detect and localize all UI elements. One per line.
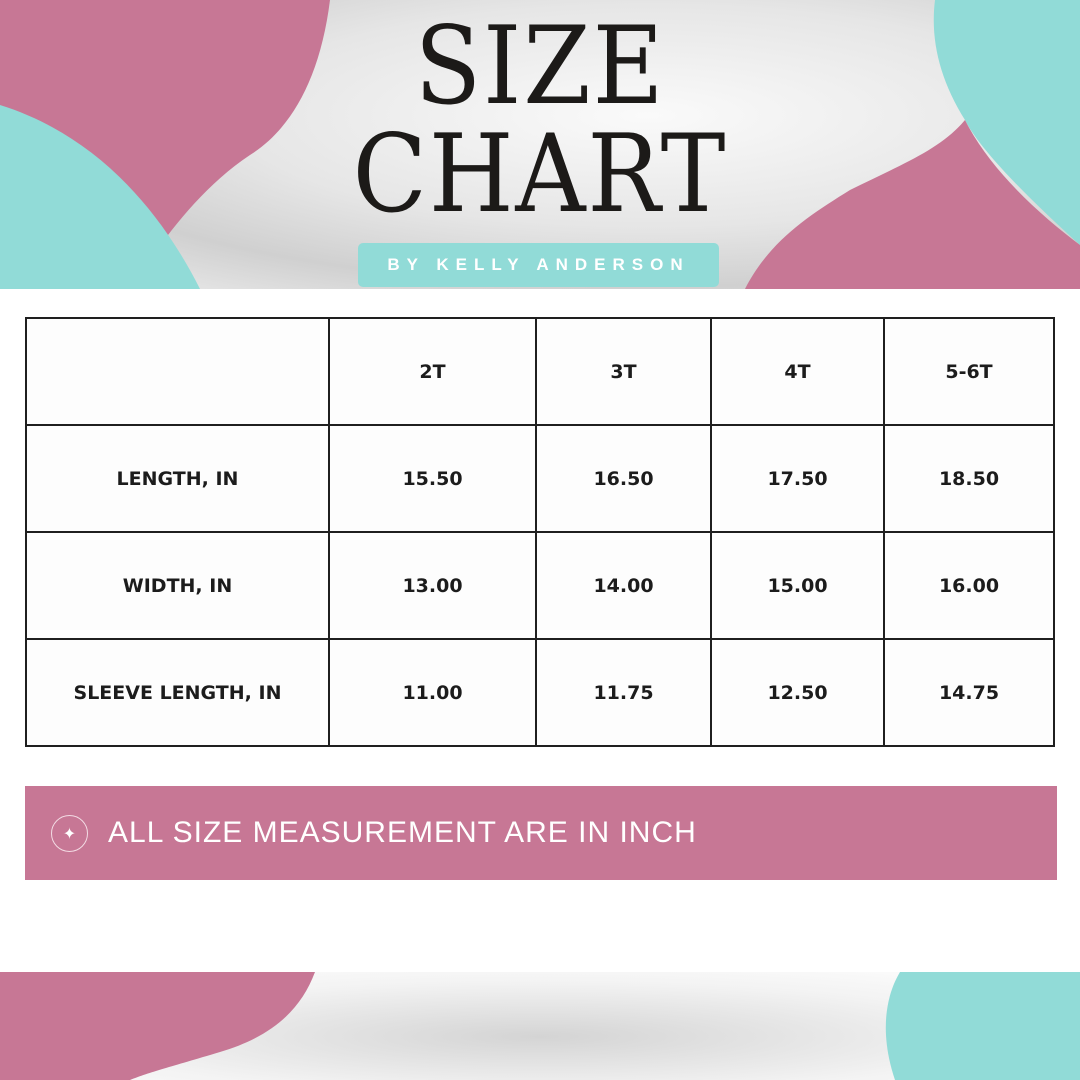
header-cell: 3T (535, 317, 712, 426)
title-line-2: CHART (352, 112, 728, 237)
cell: 16.50 (535, 424, 712, 533)
cell: 12.50 (710, 638, 885, 747)
decorative-blobs (0, 0, 1080, 289)
row-label: WIDTH, IN (25, 531, 330, 640)
byline-badge: BY KELLY ANDERSON (358, 243, 719, 287)
cell: 18.50 (883, 424, 1055, 533)
cell: 15.00 (710, 531, 885, 640)
row-label: SLEEVE LENGTH, IN (25, 638, 330, 747)
note-text: ALL SIZE MEASUREMENT ARE IN INCH (108, 816, 697, 849)
row-label: LENGTH, IN (25, 424, 330, 533)
footer-decoration (0, 972, 1080, 1080)
header-cell: 2T (328, 317, 537, 426)
cell: 13.00 (328, 531, 537, 640)
note-banner: ✦ ALL SIZE MEASUREMENT ARE IN INCH (25, 786, 1057, 880)
header-cell: 4T (710, 317, 885, 426)
cell: 15.50 (328, 424, 537, 533)
header-cell (25, 317, 330, 426)
table-row: WIDTH, IN 13.00 14.00 15.00 16.00 (25, 531, 1055, 640)
header-banner: SIZE CHART BY KELLY ANDERSON (0, 0, 1080, 289)
table-header-row: 2T 3T 4T 5-6T (25, 317, 1055, 426)
cell: 14.00 (535, 531, 712, 640)
sparkle-icon: ✦ (51, 814, 88, 852)
table-row: SLEEVE LENGTH, IN 11.00 11.75 12.50 14.7… (25, 638, 1055, 747)
footer-blobs (0, 972, 1080, 1080)
cell: 16.00 (883, 531, 1055, 640)
title-line-1: SIZE (414, 4, 666, 129)
table-row: LENGTH, IN 15.50 16.50 17.50 18.50 (25, 424, 1055, 533)
cell: 17.50 (710, 424, 885, 533)
cell: 14.75 (883, 638, 1055, 747)
header-cell: 5-6T (883, 317, 1055, 426)
cell: 11.00 (328, 638, 537, 747)
size-table: 2T 3T 4T 5-6T LENGTH, IN 15.50 16.50 17.… (25, 317, 1055, 747)
cell: 11.75 (535, 638, 712, 747)
